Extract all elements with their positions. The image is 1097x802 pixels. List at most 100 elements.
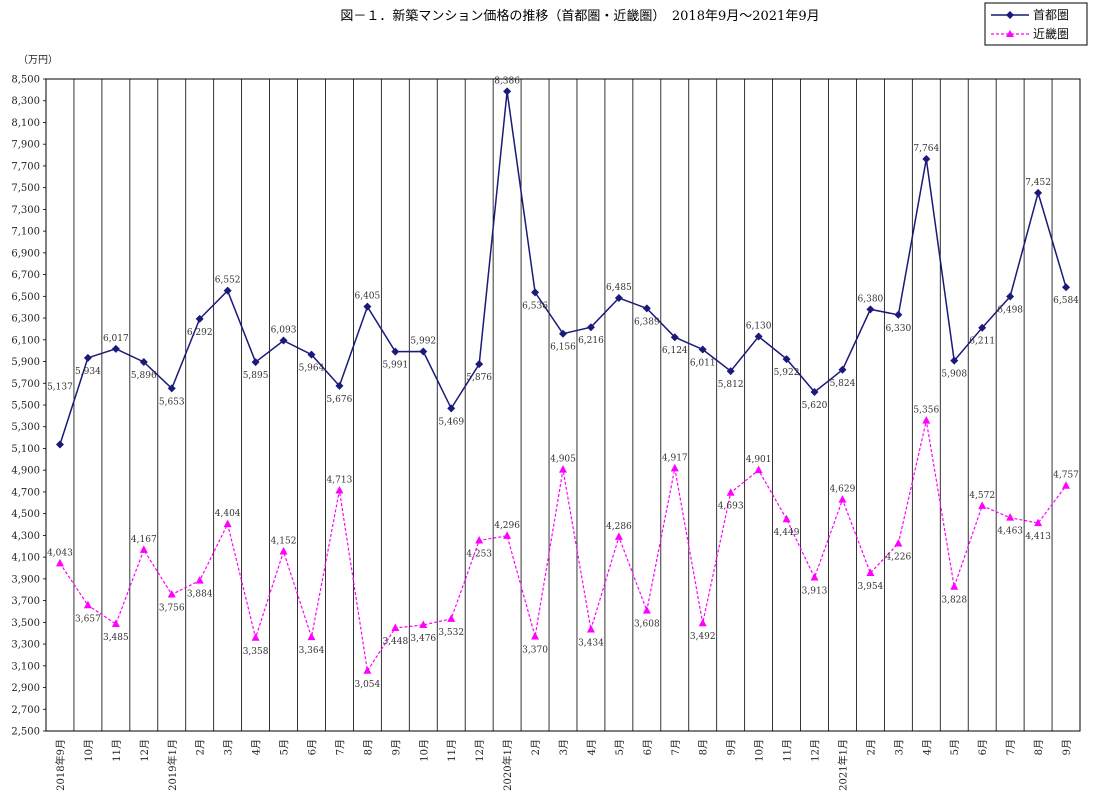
data-point [223, 286, 232, 295]
y-axis-unit-label: （万円） [18, 54, 58, 66]
data-point [391, 347, 400, 356]
data-label: 5,895 [243, 371, 269, 381]
data-point [307, 632, 316, 641]
x-tick-label: 5月 [279, 739, 291, 755]
data-point [111, 619, 120, 627]
data-point [894, 538, 903, 547]
y-tick-label: 5,100 [11, 444, 40, 455]
data-point [363, 666, 372, 674]
y-tick-label: 8,500 [11, 75, 40, 86]
data-label: 5,934 [75, 367, 101, 377]
x-tick-label: 8月 [698, 739, 710, 755]
data-label: 3,954 [858, 582, 884, 592]
y-tick-label: 6,300 [11, 314, 40, 325]
data-label: 6,389 [634, 317, 660, 327]
data-label: 6,011 [690, 358, 716, 368]
data-point [1006, 292, 1015, 301]
data-label: 5,908 [941, 370, 967, 380]
data-label: 4,167 [131, 535, 157, 545]
data-label: 5,356 [913, 406, 939, 416]
y-tick-label: 6,100 [11, 335, 40, 346]
data-point [1006, 513, 1015, 521]
data-point [754, 332, 763, 341]
x-tick-label: 6月 [642, 739, 654, 755]
y-tick-label: 7,900 [11, 140, 40, 151]
data-label: 3,434 [578, 639, 604, 649]
data-point [391, 623, 400, 631]
data-point [586, 625, 595, 633]
y-tick-label: 5,900 [11, 357, 40, 368]
x-tick-label: 11月 [782, 739, 794, 762]
data-label: 4,917 [662, 453, 688, 463]
data-point [111, 344, 120, 353]
data-point [503, 531, 512, 539]
data-label: 6,498 [997, 306, 1023, 316]
data-point [1034, 188, 1043, 197]
data-label: 5,991 [382, 361, 408, 371]
data-point [838, 365, 847, 374]
y-tick-label: 3,500 [11, 618, 40, 629]
data-point [698, 618, 707, 627]
y-tick-label: 3,900 [11, 574, 40, 585]
data-label: 6,093 [271, 326, 297, 336]
y-tick-label: 4,500 [11, 509, 40, 520]
series-markers [55, 87, 1071, 674]
y-tick-label: 4,300 [11, 531, 40, 542]
data-label: 7,452 [1025, 178, 1051, 188]
y-tick-label: 4,700 [11, 487, 40, 498]
data-label: 3,657 [75, 614, 101, 624]
y-tick-label: 4,100 [11, 553, 40, 564]
data-point [894, 310, 903, 319]
data-label: 5,876 [466, 373, 492, 383]
data-label: 3,756 [159, 604, 185, 614]
y-tick-label: 5,300 [11, 422, 40, 433]
x-tick-label: 4月 [586, 739, 598, 755]
vertical-grid [73, 79, 1053, 731]
y-tick-label: 7,500 [11, 183, 40, 194]
data-point [1062, 283, 1071, 292]
data-point [335, 381, 344, 390]
y-tick-label: 2,900 [11, 683, 40, 694]
data-point [978, 501, 987, 509]
data-point [447, 614, 456, 622]
data-label: 6,584 [1053, 296, 1079, 306]
data-point [279, 336, 288, 345]
x-tick-label: 8月 [362, 739, 374, 755]
data-point [614, 532, 623, 540]
y-tick-label: 5,700 [11, 379, 40, 390]
data-point [586, 323, 595, 332]
data-point [559, 465, 567, 473]
data-point [335, 486, 344, 494]
data-label: 4,413 [1025, 532, 1051, 542]
data-point [642, 304, 651, 313]
data-label: 5,824 [830, 379, 856, 389]
data-point [866, 305, 875, 314]
data-label: 5,653 [159, 397, 185, 407]
data-label: 5,992 [410, 337, 436, 347]
x-tick-label: 11月 [446, 739, 458, 762]
y-tick-label: 6,700 [11, 270, 40, 281]
x-tick-label: 6月 [306, 739, 318, 755]
data-label: 3,913 [802, 586, 828, 596]
y-tick-label: 7,300 [11, 205, 40, 216]
x-tick-label: 2020年1月 [501, 739, 514, 791]
x-tick-label: 9月 [390, 739, 402, 755]
x-tick-label: 12月 [139, 739, 151, 762]
data-label: 6,380 [858, 294, 884, 304]
data-point [139, 545, 148, 553]
x-tick-label: 2018年9月 [54, 739, 67, 791]
data-label: 4,905 [550, 455, 576, 465]
data-label: 3,532 [438, 628, 464, 638]
data-label: 6,292 [187, 328, 213, 338]
data-point [363, 302, 372, 311]
data-point [83, 600, 92, 609]
data-point [503, 87, 512, 96]
data-label: 4,152 [271, 536, 297, 546]
data-point [167, 384, 176, 393]
data-point [838, 495, 847, 503]
y-tick-label: 2,500 [11, 727, 40, 738]
y-tick-label: 3,100 [11, 661, 40, 672]
data-label: 6,017 [103, 334, 129, 344]
y-tick-label: 8,100 [11, 118, 40, 129]
